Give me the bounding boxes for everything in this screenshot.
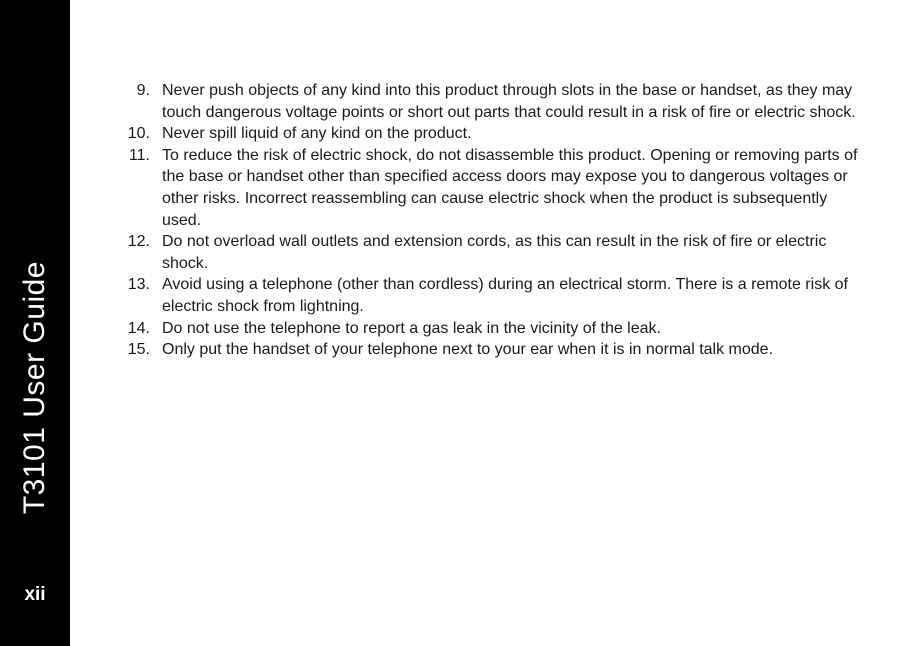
list-number: 9.	[120, 80, 162, 123]
sidebar: T3101 User Guide xii	[0, 0, 70, 646]
list-item: 11. To reduce the risk of electric shock…	[120, 145, 861, 231]
document-title: T3101 User Guide	[18, 261, 52, 514]
list-item: 15. Only put the handset of your telepho…	[120, 339, 861, 361]
list-number: 10.	[120, 123, 162, 145]
list-item: 14. Do not use the telephone to report a…	[120, 318, 861, 340]
list-item: 13. Avoid using a telephone (other than …	[120, 274, 861, 317]
list-text: Do not use the telephone to report a gas…	[162, 318, 861, 340]
list-number: 14.	[120, 318, 162, 340]
content-area: 9. Never push objects of any kind into t…	[70, 0, 901, 646]
list-text: Never spill liquid of any kind on the pr…	[162, 123, 861, 145]
page-number: xii	[24, 584, 45, 606]
list-text: Only put the handset of your telephone n…	[162, 339, 861, 361]
list-number: 12.	[120, 231, 162, 274]
list-item: 10. Never spill liquid of any kind on th…	[120, 123, 861, 145]
safety-instructions-list: 9. Never push objects of any kind into t…	[120, 80, 861, 361]
list-item: 12. Do not overload wall outlets and ext…	[120, 231, 861, 274]
list-text: To reduce the risk of electric shock, do…	[162, 145, 861, 231]
list-number: 11.	[120, 145, 162, 231]
list-text: Never push objects of any kind into this…	[162, 80, 861, 123]
list-number: 15.	[120, 339, 162, 361]
list-text: Do not overload wall outlets and extensi…	[162, 231, 861, 274]
list-item: 9. Never push objects of any kind into t…	[120, 80, 861, 123]
list-text: Avoid using a telephone (other than cord…	[162, 274, 861, 317]
list-number: 13.	[120, 274, 162, 317]
